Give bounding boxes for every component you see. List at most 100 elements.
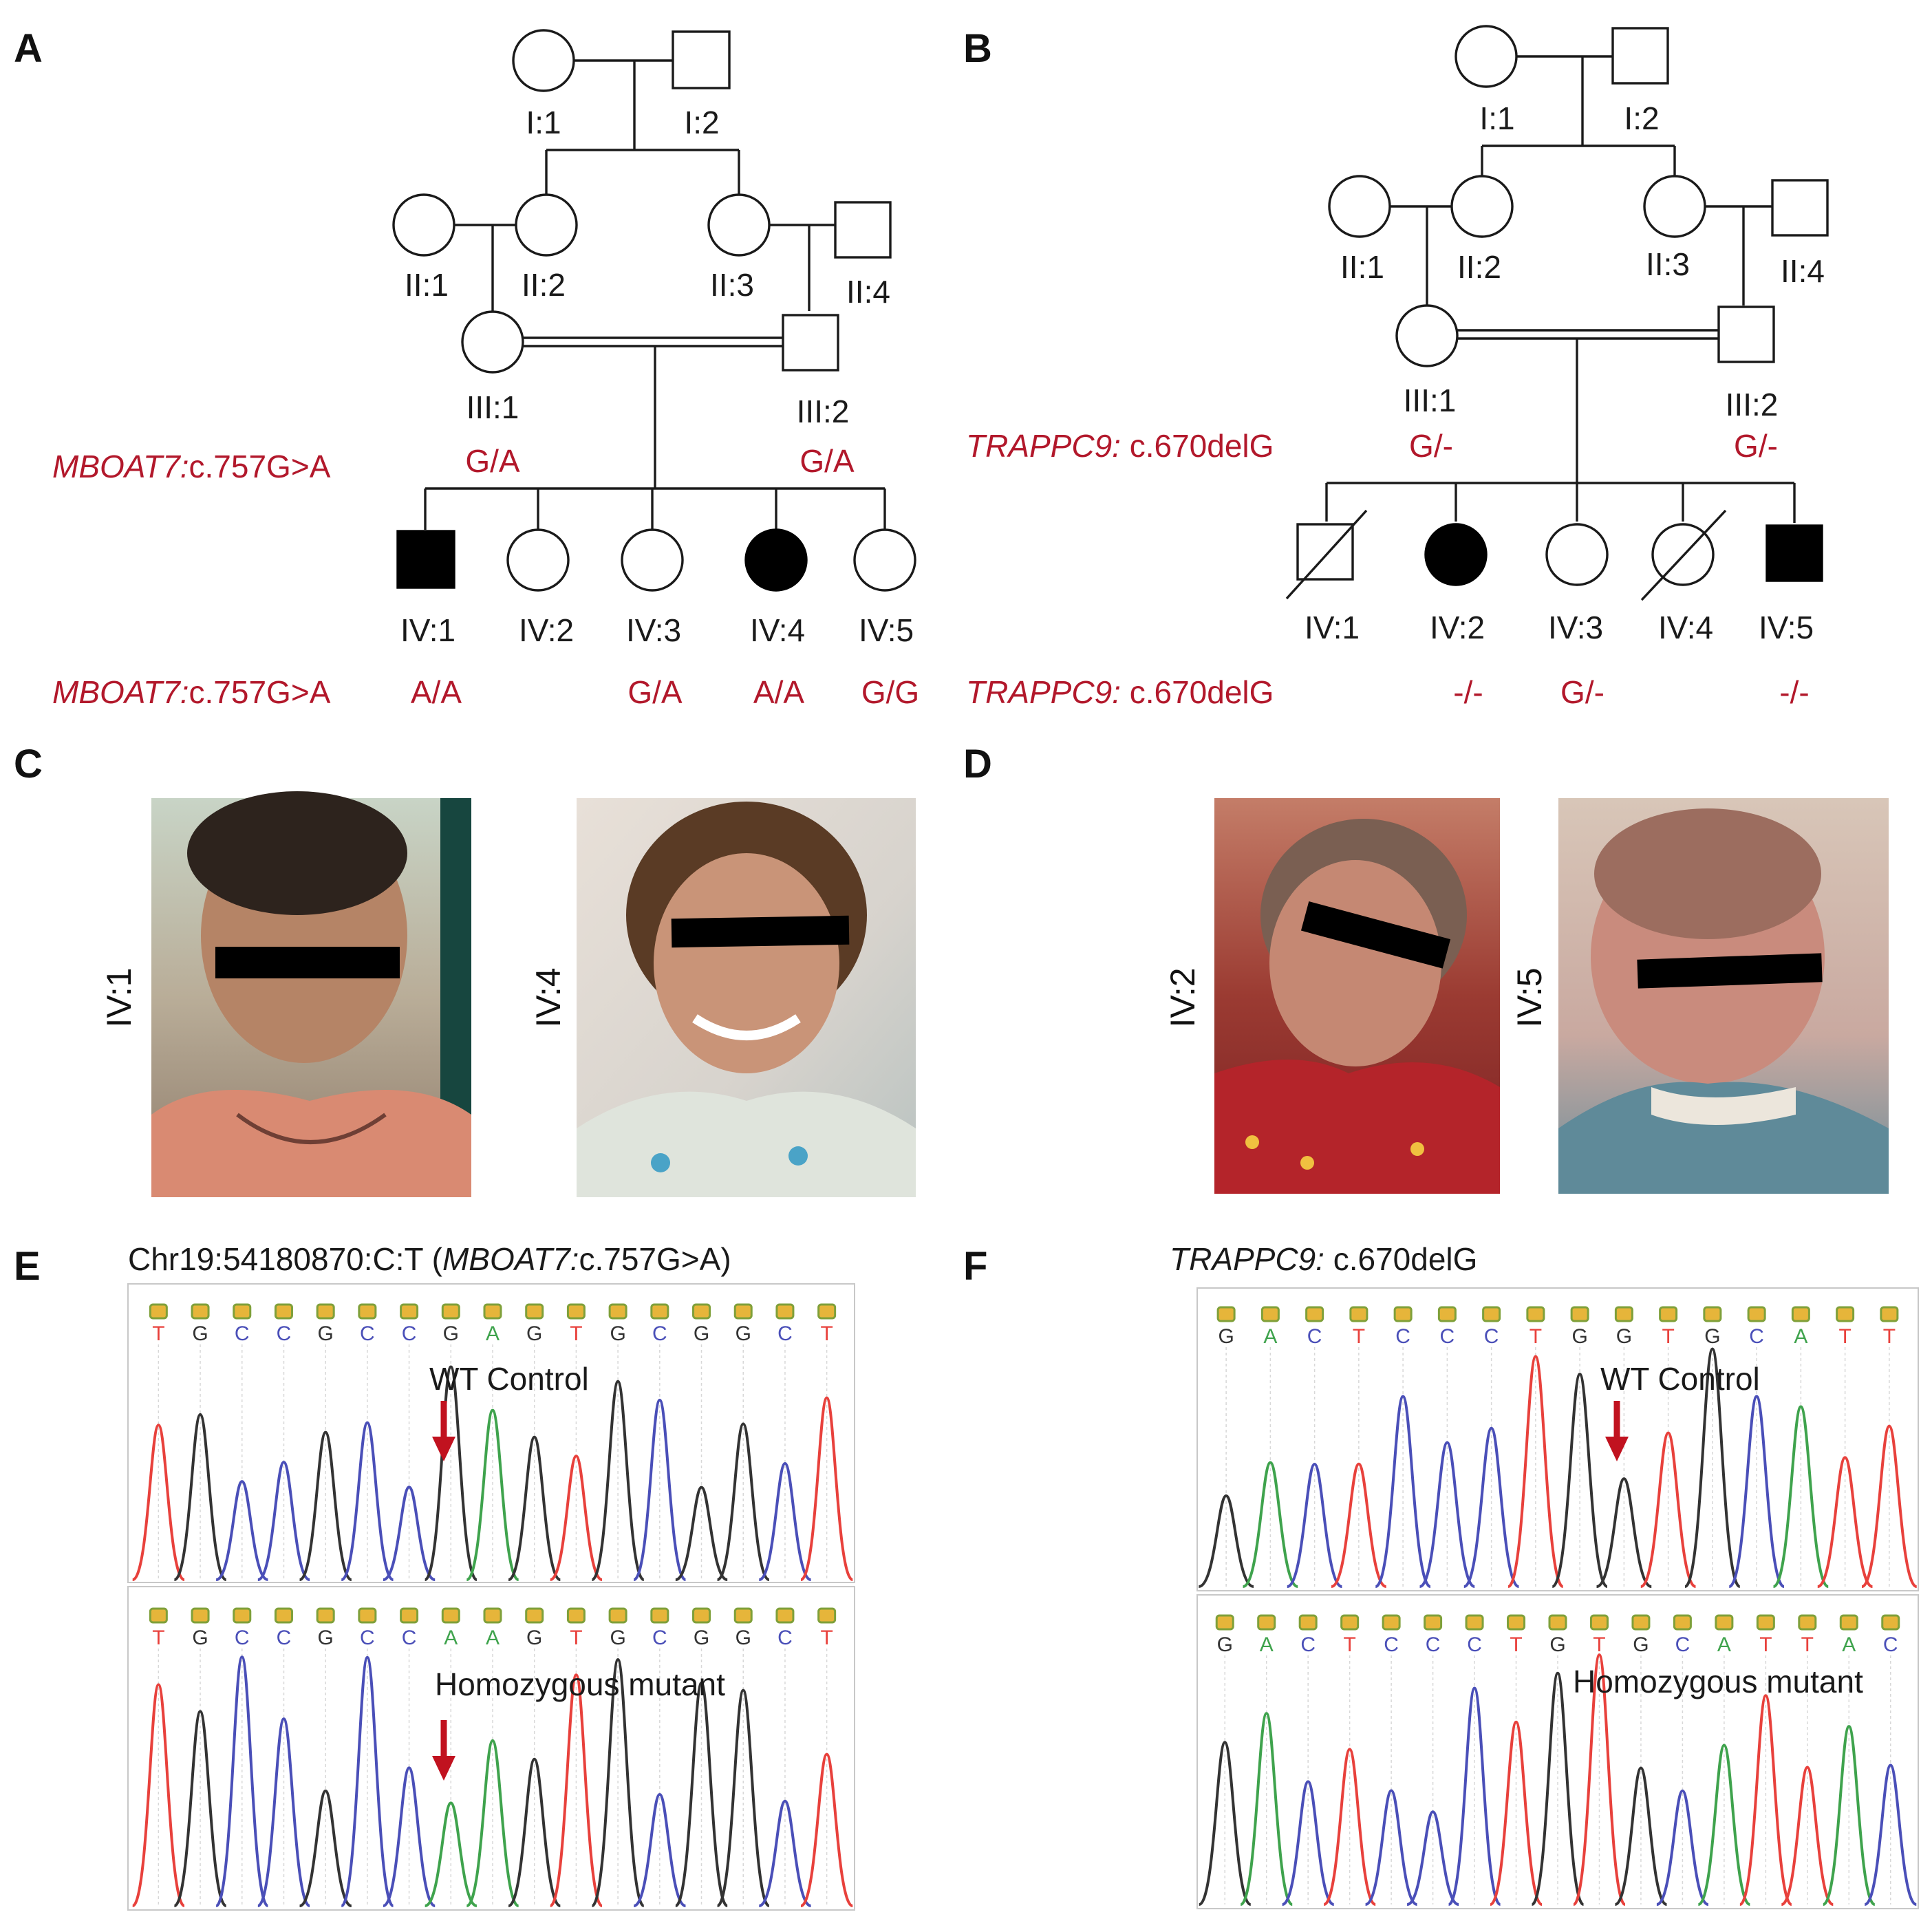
chromatogram-f-mut-peak xyxy=(1323,1748,1377,1906)
chromatogram-f-mut-quality-bar xyxy=(1839,1614,1858,1631)
chromatogram-e-mut-quality-bar xyxy=(400,1607,419,1624)
chromatogram-e-mut-quality-bar xyxy=(316,1607,335,1624)
individual-a-III-2 xyxy=(782,314,839,372)
variant-label-b-parents: TRAPPC9: c.670delG xyxy=(966,428,1274,464)
chromatogram-f-wt-base-call: C xyxy=(1749,1325,1764,1348)
chromatogram-e-mut-quality-bar xyxy=(191,1607,210,1624)
individual-b-I-2 xyxy=(1611,27,1669,85)
label-b-IV-2: IV:2 xyxy=(1430,610,1485,645)
chromatogram-f-mut-base-call: C xyxy=(1300,1633,1316,1656)
chromatogram-e-mut-base-call: C xyxy=(652,1627,667,1649)
label-a-I-2: I:2 xyxy=(684,105,719,140)
chromatogram-f-mut-label: Homozygous mutant xyxy=(1573,1664,1863,1699)
chromatogram-e-wt-quality-bar xyxy=(149,1303,168,1320)
photo-c-iv1 xyxy=(151,791,471,1197)
chromatogram-e-mut-quality-bar xyxy=(525,1607,544,1624)
chromatogram-e-mut-label: Homozygous mutant xyxy=(435,1666,725,1702)
chromatogram-e-wt-quality-bar xyxy=(233,1303,252,1320)
chromatogram-f-mut-quality-bar xyxy=(1257,1614,1276,1631)
individual-a-IV-4 xyxy=(744,528,808,592)
chromatogram-f-wt-quality-bar xyxy=(1791,1306,1810,1322)
chromatogram-e-mut-peak xyxy=(173,1710,227,1907)
label-a-IV-2: IV:2 xyxy=(519,612,574,648)
chromatogram-e-mut-peak xyxy=(131,1683,186,1907)
chromatogram-f-mut-quality-bar xyxy=(1881,1614,1900,1631)
chromatogram-f-wt-quality-bar xyxy=(1260,1306,1280,1322)
chromatogram-f-mut-peak xyxy=(1614,1766,1668,1906)
chromatogram-e-wt-base-call: C xyxy=(235,1322,250,1345)
chromatogram-e-mut-quality-bar xyxy=(566,1607,586,1624)
genotype-b-IV-2: -/- xyxy=(1453,674,1483,710)
chromatogram-f-mut-quality-bar xyxy=(1673,1614,1692,1631)
chromatogram-e-title-gene: MBOAT7: xyxy=(442,1241,579,1277)
variant-label-a-children: MBOAT7:c.757G>A xyxy=(52,674,331,710)
chromatogram-f-mut-base-call: C xyxy=(1675,1633,1690,1656)
label-b-IV-4: IV:4 xyxy=(1658,610,1713,645)
chromatogram-f-wt-peak xyxy=(1772,1405,1829,1588)
chromatogram-e-wt-peak xyxy=(675,1485,728,1581)
variant-label-a-parents: MBOAT7:c.757G>A xyxy=(52,449,331,484)
chromatogram-e-wt-quality-bar xyxy=(566,1303,586,1320)
chromatogram-f-mut-base-call: C xyxy=(1467,1633,1482,1656)
chromatogram-e-mut-quality-bar xyxy=(733,1607,753,1624)
chromatogram-f-wt-base-call: T xyxy=(1530,1325,1542,1348)
chromatogram-e-mut-quality-bar xyxy=(483,1607,502,1624)
chromatogram-f-wt-base-call: T xyxy=(1353,1325,1365,1348)
chromatogram-e-wt-peak xyxy=(131,1424,185,1581)
chromatogram-f-mut-peak xyxy=(1448,1686,1501,1906)
chromatogram-e-mut-base-call: C xyxy=(402,1627,417,1649)
chromatogram-e-title-variant: c.757G>A xyxy=(579,1241,720,1277)
genotype-b-IV-3: G/- xyxy=(1560,674,1604,710)
chromatogram-e-mut-base-call: G xyxy=(694,1627,709,1649)
chromatogram-f-mut-base-call: A xyxy=(1842,1633,1856,1656)
chromatogram-f-mut-quality-bar xyxy=(1548,1614,1567,1631)
chromatogram-e: T G C C G C C G A G T G C G G C T T G C C G C C A A G T G C G G C T WT C… xyxy=(127,1283,855,1911)
genotype-a-IV-3: G/A xyxy=(627,674,683,710)
chromatogram-f-wt-quality-bar xyxy=(1614,1306,1633,1322)
chromatogram-e-mut-base-call: C xyxy=(360,1627,375,1649)
chromatogram-f-mut-peak xyxy=(1198,1741,1252,1906)
chromatogram-e-mut-quality-bar xyxy=(358,1607,377,1624)
individual-b-III-2 xyxy=(1717,305,1775,363)
chromatogram-f-mut-base-call: C xyxy=(1883,1633,1898,1656)
individual-b-II-1 xyxy=(1328,175,1391,238)
label-b-IV-3: IV:3 xyxy=(1548,610,1603,645)
chromatogram-e-mut-base-call: G xyxy=(526,1627,542,1649)
chromatogram-f-wt-base-call: G xyxy=(1616,1325,1632,1348)
chromatogram-e-mut-quality-bar xyxy=(692,1607,711,1624)
chromatogram-f-wt-base-call: G xyxy=(1218,1325,1234,1348)
individual-b-III-1 xyxy=(1395,304,1459,367)
chromatogram-f-wt-quality-bar xyxy=(1570,1306,1589,1322)
pedigree-b: I:1 I:2 II:1 II:2 II:3 II:4 III:1 III:2 … xyxy=(966,25,1829,710)
chromatogram-f-wt-base-call: C xyxy=(1395,1325,1410,1348)
chromatogram-e-mut-quality-bar xyxy=(775,1607,795,1624)
arrow-f-wt xyxy=(1605,1437,1629,1461)
panel-letter-f: F xyxy=(963,1244,987,1289)
chromatogram-e-mut-peak xyxy=(716,1688,771,1907)
chromatogram-f-mut-quality-bar xyxy=(1589,1614,1609,1631)
chromatogram-f-mut-peak xyxy=(1364,1789,1418,1906)
individual-a-IV-3 xyxy=(621,528,684,592)
chromatogram-f-wt-base-call: T xyxy=(1883,1325,1896,1348)
chromatogram-e-mut-quality-bar xyxy=(441,1607,460,1624)
chromatogram-e-wt-base-call: G xyxy=(318,1322,334,1345)
chromatogram-e-wt-base-call: G xyxy=(192,1322,208,1345)
chromatogram-e-wt-label: WT Control xyxy=(429,1361,589,1397)
individual-b-IV-2 xyxy=(1424,523,1488,586)
chromatogram-e-wt-quality-bar xyxy=(316,1303,335,1320)
chromatogram-f-wt-peak xyxy=(1375,1395,1431,1588)
chromatogram-f-mut-peak xyxy=(1406,1810,1459,1906)
chromatogram-f-mut-quality-bar xyxy=(1798,1614,1817,1631)
chromatogram-e-mut-peak xyxy=(383,1766,436,1907)
chromatogram-f-mut-peak xyxy=(1822,1725,1876,1906)
chromatogram-e-wt-base-call: G xyxy=(694,1322,709,1345)
variant-change-b-children: c.670delG xyxy=(1121,674,1274,710)
chromatogram-f-title-gene: TRAPPC9: xyxy=(1170,1241,1324,1277)
individual-a-IV-5 xyxy=(853,528,916,592)
chromatogram-f-wt-base-call: T xyxy=(1838,1325,1851,1348)
chromatogram-f-mut-quality-bar xyxy=(1507,1614,1526,1631)
individual-b-II-2 xyxy=(1450,175,1514,238)
photo-d-iv2 xyxy=(1214,798,1500,1194)
